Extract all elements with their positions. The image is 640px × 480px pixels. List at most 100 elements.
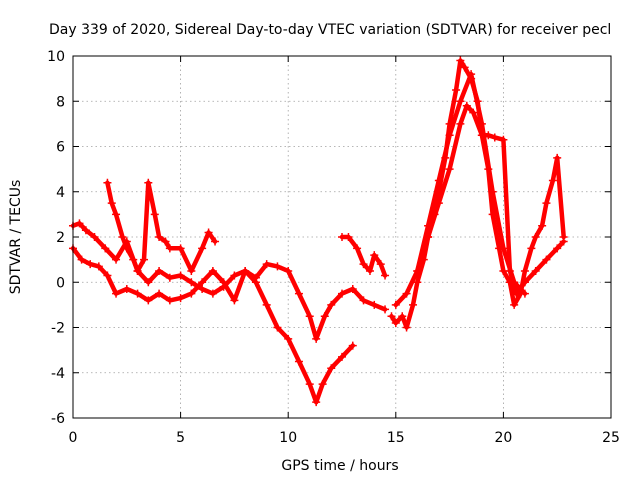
data-point-marker bbox=[338, 289, 346, 298]
data-point-marker bbox=[251, 278, 260, 287]
data-point-marker bbox=[434, 199, 443, 208]
data-point-marker bbox=[176, 294, 185, 303]
data-point-marker bbox=[129, 255, 138, 264]
data-point-marker bbox=[198, 285, 207, 294]
series-layer bbox=[69, 56, 568, 407]
data-point-marker bbox=[348, 341, 357, 350]
data-point-marker bbox=[198, 244, 207, 253]
data-point-marker bbox=[538, 221, 547, 230]
data-point-marker bbox=[413, 278, 422, 287]
data-point-marker bbox=[204, 228, 213, 237]
data-point-marker bbox=[548, 176, 557, 185]
data-point-marker bbox=[112, 255, 121, 264]
y-tick-label: 4 bbox=[56, 185, 65, 201]
series-line-trace-4 bbox=[339, 234, 388, 278]
data-point-marker bbox=[391, 300, 400, 309]
data-point-marker bbox=[86, 260, 95, 269]
data-point-marker bbox=[512, 289, 521, 298]
data-point-marker bbox=[559, 237, 568, 246]
data-point-marker bbox=[452, 85, 461, 94]
y-tick-label: 0 bbox=[56, 275, 65, 291]
data-point-marker bbox=[338, 352, 346, 361]
data-point-marker bbox=[398, 312, 407, 321]
data-point-marker bbox=[165, 244, 174, 253]
data-point-marker bbox=[359, 260, 368, 269]
data-point-marker bbox=[144, 296, 153, 305]
tick-layer: 0 5 10 15 20 25 -6 -4 -2 0 2 4 6 8 10 bbox=[47, 49, 620, 446]
data-point-marker bbox=[118, 233, 127, 241]
data-point-marker bbox=[294, 289, 303, 298]
data-point-marker bbox=[230, 296, 239, 305]
data-point-marker bbox=[327, 300, 336, 309]
data-point-marker bbox=[122, 285, 131, 294]
data-point-marker bbox=[187, 266, 196, 275]
data-point-marker bbox=[381, 271, 390, 280]
y-tick-label: 10 bbox=[47, 49, 65, 65]
data-point-marker bbox=[402, 289, 411, 298]
y-tick-label: 8 bbox=[56, 94, 65, 110]
data-point-marker bbox=[75, 219, 84, 228]
data-point-marker bbox=[312, 398, 321, 407]
data-point-marker bbox=[318, 380, 327, 389]
data-point-marker bbox=[499, 244, 508, 253]
data-point-marker bbox=[456, 119, 465, 128]
data-point-marker bbox=[81, 226, 90, 235]
data-point-marker bbox=[353, 244, 362, 253]
data-point-marker bbox=[262, 260, 271, 269]
data-point-marker bbox=[424, 221, 433, 230]
data-point-marker bbox=[77, 255, 86, 264]
data-point-marker bbox=[176, 244, 185, 253]
data-point-marker bbox=[531, 266, 540, 275]
data-point-marker bbox=[434, 176, 443, 185]
data-point-marker bbox=[262, 300, 271, 309]
data-point-marker bbox=[520, 266, 529, 275]
data-point-marker bbox=[284, 266, 293, 275]
data-point-marker bbox=[305, 380, 314, 389]
data-point-marker bbox=[107, 199, 116, 208]
data-point-marker bbox=[409, 300, 418, 309]
x-tick-label: 10 bbox=[279, 430, 297, 446]
data-point-marker bbox=[90, 233, 99, 241]
data-point-marker bbox=[460, 63, 469, 72]
data-point-marker bbox=[312, 334, 321, 343]
data-point-marker bbox=[305, 312, 314, 321]
y-axis-label: SDTVAR / TECUs bbox=[8, 180, 24, 295]
data-point-marker bbox=[477, 119, 486, 128]
y-tick-label: -2 bbox=[51, 321, 65, 337]
x-tick-label: 20 bbox=[494, 430, 512, 446]
data-point-marker bbox=[391, 318, 400, 327]
data-point-marker bbox=[365, 266, 374, 275]
data-point-marker bbox=[122, 244, 131, 253]
data-point-marker bbox=[469, 108, 478, 117]
data-point-marker bbox=[176, 271, 185, 280]
data-point-marker bbox=[161, 237, 170, 246]
data-point-marker bbox=[155, 289, 164, 298]
data-point-marker bbox=[327, 364, 336, 373]
data-point-marker bbox=[103, 178, 112, 187]
data-point-marker bbox=[456, 56, 465, 65]
data-point-marker bbox=[211, 237, 220, 246]
x-tick-label: 25 bbox=[602, 430, 620, 446]
y-tick-label: 2 bbox=[56, 230, 65, 246]
data-point-marker bbox=[445, 165, 454, 174]
data-point-marker bbox=[553, 153, 562, 162]
data-point-marker bbox=[462, 101, 471, 110]
series-line-trace-7 bbox=[415, 71, 528, 296]
data-point-marker bbox=[198, 278, 207, 287]
data-point-marker bbox=[273, 262, 282, 271]
y-tick-label: 6 bbox=[56, 140, 65, 156]
data-point-marker bbox=[510, 278, 519, 287]
data-point-marker bbox=[344, 233, 353, 241]
data-point-marker bbox=[94, 262, 103, 271]
series-line-trace-1 bbox=[70, 221, 388, 342]
x-axis-label: GPS time / hours bbox=[281, 458, 398, 474]
data-point-marker bbox=[112, 210, 121, 219]
data-point-marker bbox=[101, 244, 110, 253]
x-tick-label: 15 bbox=[387, 430, 405, 446]
data-point-marker bbox=[527, 244, 536, 253]
y-tick-label: -4 bbox=[51, 366, 65, 382]
data-point-marker bbox=[542, 255, 551, 264]
data-point-marker bbox=[140, 255, 149, 264]
data-point-marker bbox=[499, 135, 508, 144]
